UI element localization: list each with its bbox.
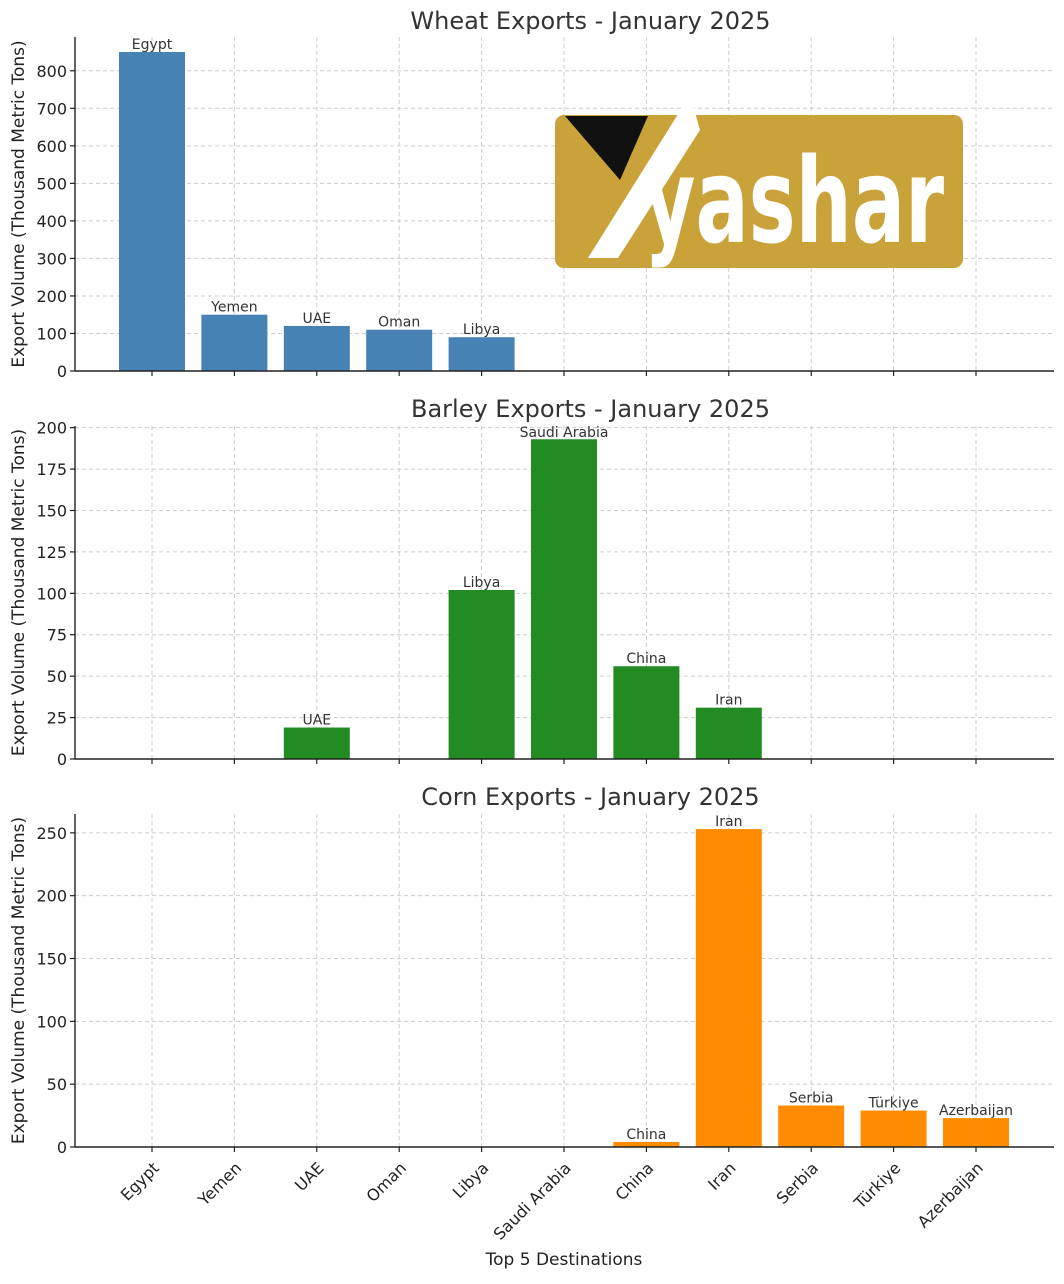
bar-libya xyxy=(448,590,515,759)
y-axis-label: Export Volume (Thousand Metric Tons) xyxy=(9,429,29,756)
x-tick-label: Egypt xyxy=(117,1158,163,1204)
y-tick-label: 150 xyxy=(36,950,67,969)
y-tick-label: 500 xyxy=(36,174,67,193)
logo-text: yashar xyxy=(644,132,944,270)
bar-data-label: Libya xyxy=(463,575,500,591)
chart-panel-1: Wheat Exports - January 2025 0 100 200 300 40… xyxy=(9,7,1054,381)
y-tick-label: 400 xyxy=(36,212,67,231)
bar-data-label: Egypt xyxy=(132,37,173,53)
bar-data-label: Iran xyxy=(715,814,742,830)
chart-panel-2: Barley Exports - January 2025 0 25 50 75 100 1… xyxy=(9,395,1054,769)
y-tick-label: 100 xyxy=(36,324,67,343)
y-tick-label: 0 xyxy=(57,362,67,381)
y-tick-label: 600 xyxy=(36,137,67,156)
x-tick-label: UAE xyxy=(291,1158,328,1195)
x-tick-label: Yemen xyxy=(194,1158,246,1210)
bar-data-label: China xyxy=(626,1127,666,1143)
x-axis-label: Top 5 Destinations xyxy=(485,1250,643,1270)
y-tick-label: 100 xyxy=(36,1012,67,1031)
y-tick-label: 150 xyxy=(36,501,67,520)
bar-iran xyxy=(695,707,762,759)
y-tick-label: 200 xyxy=(36,287,67,306)
y-tick-label: 75 xyxy=(47,626,67,645)
x-tick-label: Libya xyxy=(449,1158,493,1202)
bar-oman xyxy=(366,329,433,371)
bar-data-label: Serbia xyxy=(789,1091,834,1107)
y-axis-label: Export Volume (Thousand Metric Tons) xyxy=(9,40,29,367)
chart-title: Barley Exports - January 2025 xyxy=(411,395,770,423)
x-tick-label: Azerbaijan xyxy=(914,1158,987,1231)
x-tick-label: Oman xyxy=(363,1158,410,1205)
bar-data-label: Libya xyxy=(463,322,500,338)
x-tick-label: Saudi Arabia xyxy=(490,1158,575,1243)
bar-data-label: Saudi Arabia xyxy=(520,425,609,441)
y-tick-label: 175 xyxy=(36,460,67,479)
y-tick-label: 25 xyxy=(47,709,67,728)
chart-title: Corn Exports - January 2025 xyxy=(421,783,759,811)
bar-data-label: UAE xyxy=(302,713,331,729)
bar-data-label: Azerbaijan xyxy=(939,1103,1013,1119)
bar-uae xyxy=(283,325,350,371)
y-tick-label: 50 xyxy=(47,667,67,686)
bar-iran xyxy=(695,829,762,1147)
bar-serbia xyxy=(778,1105,845,1147)
bar-china xyxy=(613,1141,680,1147)
y-tick-label: 50 xyxy=(47,1075,67,1094)
bar-data-label: China xyxy=(626,651,666,667)
bar-data-label: Oman xyxy=(378,315,420,331)
y-tick-label: 300 xyxy=(36,249,67,268)
y-axis-label: Export Volume (Thousand Metric Tons) xyxy=(9,817,29,1144)
bar-libya xyxy=(448,337,515,371)
bar-data-label: Iran xyxy=(715,693,742,709)
y-tick-label: 250 xyxy=(36,824,67,843)
bar-egypt xyxy=(119,52,185,372)
y-tick-label: 800 xyxy=(36,62,67,81)
logo-mark-icon xyxy=(565,116,648,180)
yashar-logo: yashar xyxy=(555,95,963,270)
y-tick-label: 200 xyxy=(36,419,67,438)
x-tick-label: Serbia xyxy=(773,1158,822,1207)
chart-title: Wheat Exports - January 2025 xyxy=(410,7,770,35)
y-tick-label: 0 xyxy=(57,750,67,769)
y-tick-label: 125 xyxy=(36,543,67,562)
x-tick-label: Türkiye xyxy=(850,1158,905,1213)
y-tick-label: 0 xyxy=(57,1138,67,1157)
bar-data-label: Türkiye xyxy=(868,1096,919,1112)
bar-data-label: UAE xyxy=(302,311,331,327)
x-tick-label: China xyxy=(611,1158,657,1204)
bar-yemen xyxy=(201,314,268,371)
x-tick-label: Iran xyxy=(704,1158,740,1194)
bar-china xyxy=(613,666,680,759)
logo-slash-icon xyxy=(588,95,700,258)
chart-panel-3: Corn Exports - January 2025 0 50 100 150 200 2… xyxy=(9,783,1054,1244)
y-tick-label: 100 xyxy=(36,584,67,603)
bar-data-label: Yemen xyxy=(210,300,257,316)
bar-t-rkiye xyxy=(860,1110,927,1147)
y-tick-label: 200 xyxy=(36,887,67,906)
bar-saudi-arabia xyxy=(531,439,597,759)
bar-azerbaijan xyxy=(943,1118,1009,1147)
y-tick-label: 700 xyxy=(36,99,67,118)
bar-uae xyxy=(283,727,350,759)
